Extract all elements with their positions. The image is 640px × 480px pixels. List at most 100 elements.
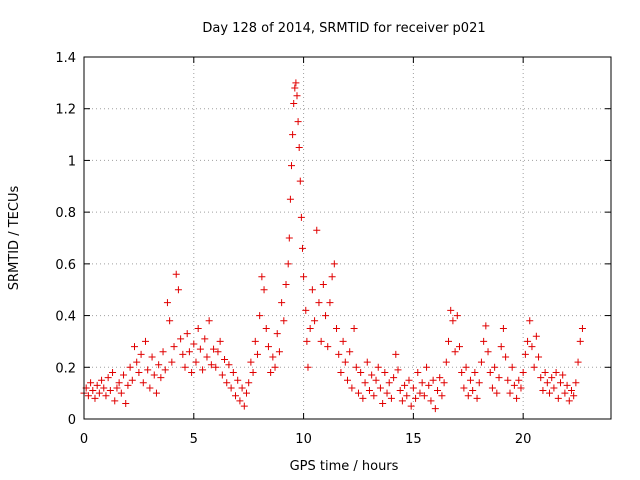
- data-point: [466, 376, 474, 384]
- data-point: [278, 299, 286, 307]
- data-point: [460, 384, 468, 392]
- data-point: [449, 317, 457, 325]
- data-point: [234, 376, 242, 384]
- data-point: [559, 371, 567, 379]
- data-point: [284, 260, 292, 268]
- data-point: [337, 368, 345, 376]
- data-point: [475, 379, 483, 387]
- data-point: [183, 330, 191, 338]
- data-point: [135, 368, 143, 376]
- data-point: [87, 379, 95, 387]
- data-point: [504, 376, 512, 384]
- data-point: [499, 325, 507, 332]
- data-point: [177, 335, 185, 343]
- data-point: [403, 392, 411, 400]
- data-point: [480, 337, 488, 345]
- data-point: [290, 100, 298, 108]
- data-point: [152, 389, 160, 397]
- y-tick-label: 0.6: [55, 258, 76, 273]
- data-point: [407, 402, 415, 410]
- data-point: [258, 273, 266, 281]
- data-point: [335, 350, 343, 358]
- data-point: [207, 361, 215, 369]
- data-point: [144, 366, 152, 374]
- data-point: [438, 392, 446, 400]
- data-point: [339, 337, 347, 345]
- data-point: [416, 389, 424, 397]
- data-point: [128, 376, 136, 384]
- data-point: [168, 358, 176, 366]
- data-point: [245, 379, 253, 387]
- data-point: [104, 374, 112, 382]
- data-point: [269, 353, 277, 361]
- x-tick-label: 0: [80, 432, 88, 447]
- grid-layer: [84, 57, 611, 419]
- data-point: [292, 79, 300, 87]
- data-point: [354, 389, 362, 397]
- data-point: [294, 118, 302, 126]
- y-tick-label: 0.8: [55, 206, 76, 221]
- data-point: [163, 299, 171, 307]
- data-point: [493, 389, 501, 397]
- data-point: [111, 397, 119, 405]
- data-point: [115, 379, 123, 387]
- data-point: [361, 379, 369, 387]
- data-point: [392, 350, 400, 358]
- data-point: [508, 363, 516, 371]
- data-point: [306, 325, 314, 332]
- data-point: [190, 340, 198, 348]
- data-point: [390, 374, 398, 382]
- data-point: [491, 363, 499, 371]
- data-point: [185, 348, 193, 356]
- data-point: [100, 384, 108, 392]
- data-point: [249, 368, 257, 376]
- data-point: [539, 387, 547, 395]
- data-point: [238, 384, 246, 392]
- data-point: [286, 195, 294, 203]
- data-point: [89, 387, 97, 395]
- data-point: [445, 337, 453, 345]
- data-point: [330, 260, 338, 268]
- data-point: [313, 226, 321, 234]
- data-point: [155, 361, 163, 369]
- data-point: [203, 353, 211, 361]
- data-point: [471, 368, 479, 376]
- data-point: [550, 384, 558, 392]
- data-point: [291, 84, 299, 92]
- data-point: [174, 286, 182, 294]
- data-point: [275, 348, 283, 356]
- data-point: [425, 381, 433, 389]
- data-point: [227, 384, 235, 392]
- chart-title: Day 128 of 2014, SRMTID for receiver p02…: [202, 21, 485, 36]
- data-point: [216, 337, 224, 345]
- data-point: [319, 281, 327, 289]
- data-point: [376, 384, 384, 392]
- x-tick-label: 20: [515, 432, 532, 447]
- data-point: [363, 358, 371, 366]
- y-axis-label: SRMTID / TECUs: [7, 186, 22, 291]
- data-point: [333, 325, 341, 332]
- data-point: [280, 317, 288, 325]
- data-point: [506, 389, 514, 397]
- data-point: [91, 394, 99, 402]
- data-point: [95, 389, 103, 397]
- data-point: [365, 387, 373, 395]
- data-point: [488, 384, 496, 392]
- data-point: [442, 358, 450, 366]
- data-point: [295, 144, 303, 151]
- data-point: [482, 322, 490, 330]
- data-point: [473, 394, 481, 402]
- data-point: [412, 394, 420, 402]
- data-point: [247, 358, 255, 366]
- data-point: [497, 343, 505, 351]
- data-point: [297, 213, 305, 221]
- data-point: [137, 350, 145, 358]
- y-tick-label: 1: [68, 154, 76, 169]
- data-point: [300, 273, 308, 281]
- data-point: [341, 358, 349, 366]
- data-point: [357, 368, 365, 376]
- data-point: [223, 379, 231, 387]
- data-point: [322, 312, 330, 320]
- data-point: [102, 392, 110, 400]
- data-point: [486, 368, 494, 376]
